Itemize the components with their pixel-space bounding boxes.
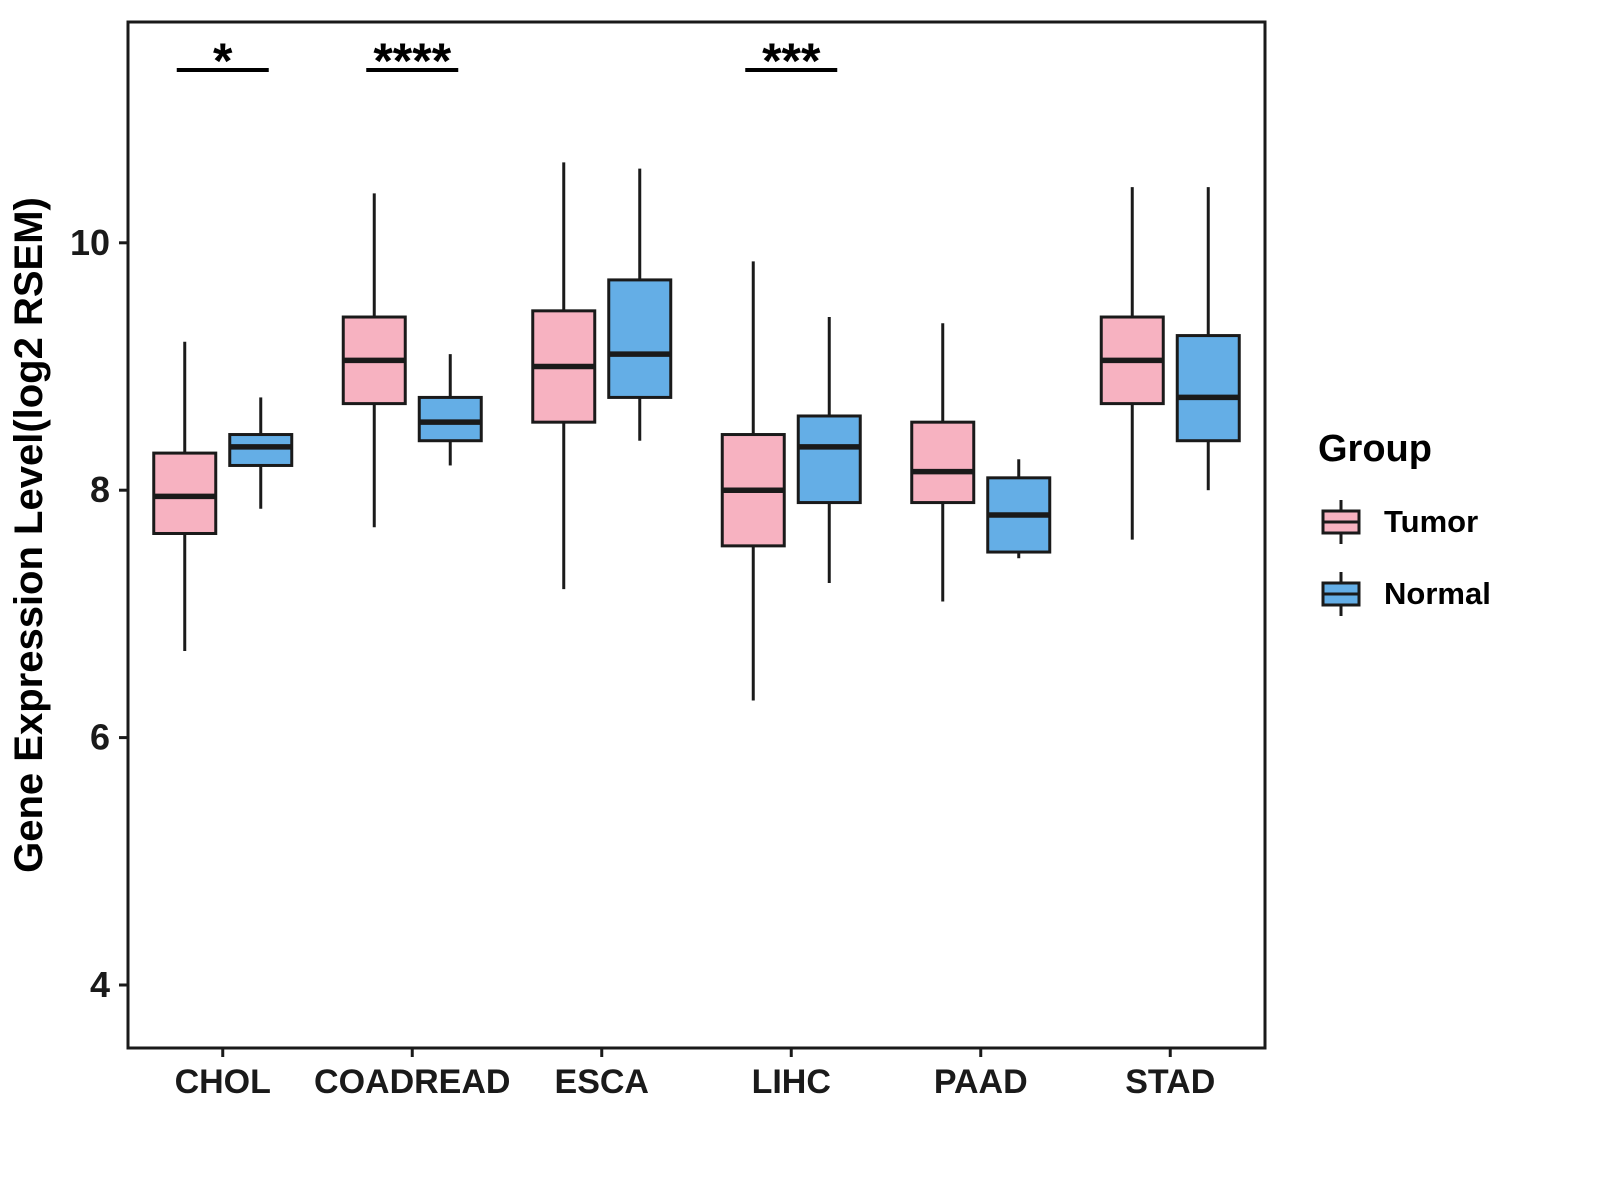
plot-panel [126,20,1267,1050]
x-tick-label-lihc: LIHC [752,1063,831,1101]
legend-title: Group [1318,428,1432,470]
x-tick-label-chol: CHOL [175,1063,271,1101]
legend-key-tumor-icon [1318,497,1364,547]
box-normal-chol [228,433,294,467]
legend-entry-normal: Normal [1318,569,1588,619]
y-tick-label: 10 [70,222,110,263]
sig-label-lihc: *** [762,33,821,89]
y-axis-title: Gene Expression Level(log2 RSEM) [7,197,51,873]
box-tumor-chol [152,451,218,535]
legend-key-normal-icon [1318,569,1364,619]
box-tumor-paad [910,420,976,505]
box-normal-stad [1175,334,1241,443]
sig-label-coadread: **** [373,33,451,89]
y-tick-label: 6 [90,717,110,758]
sig-label-chol: * [213,33,233,89]
box-normal-lihc [796,414,862,505]
x-tick-label-esca: ESCA [555,1063,649,1101]
x-tick-label-coadread: COADREAD [314,1063,510,1101]
legend-label-normal: Normal [1384,576,1491,611]
legend-label-tumor: Tumor [1384,504,1479,539]
box-normal-esca [607,278,673,399]
legend-entry-tumor: Tumor [1318,497,1588,547]
x-tick-label-stad: STAD [1125,1063,1215,1101]
legend: Group Tumor Normal [1318,428,1588,641]
box-normal-coadread [417,395,483,443]
y-tick-label: 4 [90,964,110,1005]
y-tick-label: 8 [90,469,110,510]
x-tick-label-paad: PAAD [934,1063,1028,1101]
